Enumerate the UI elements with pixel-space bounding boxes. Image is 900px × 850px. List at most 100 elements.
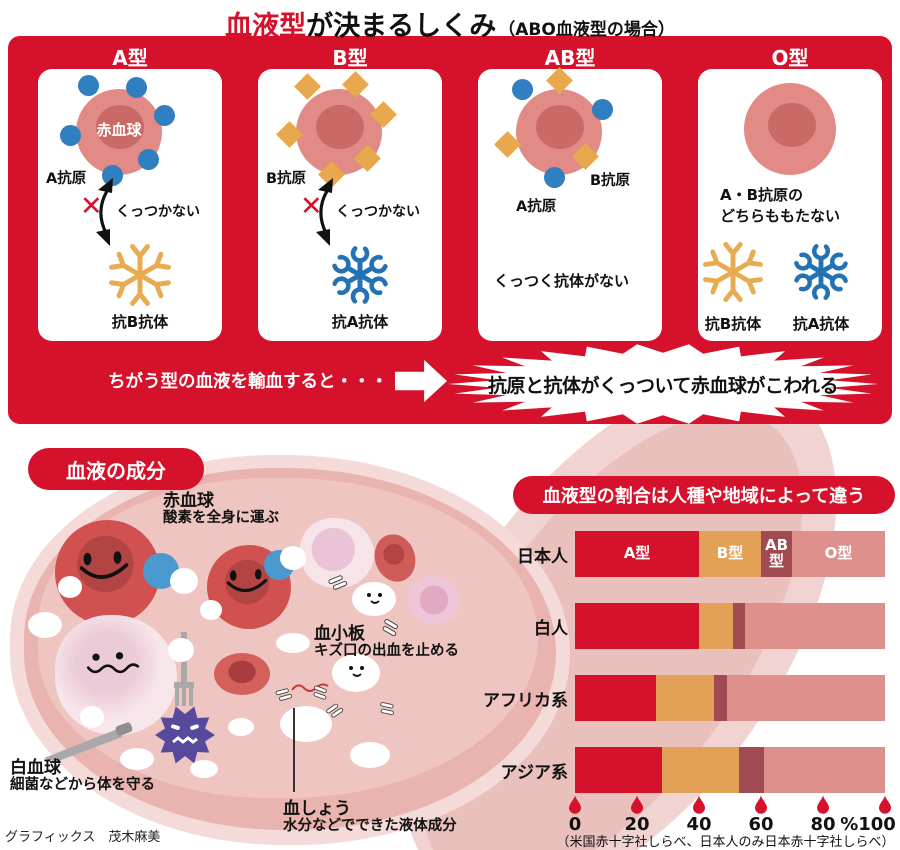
red-blood-cell-character [55, 520, 160, 625]
glove-icon [280, 546, 306, 570]
smiley-face [226, 569, 268, 592]
glove-icon [170, 568, 198, 594]
stitch-icon [326, 703, 344, 718]
warning-burst: 抗原と抗体がくっついて赤血球がこわれる [446, 342, 880, 426]
anti-b-antibody-icon [702, 241, 764, 303]
card-header-b: B型 [332, 46, 368, 70]
stitch-icon [328, 575, 348, 590]
plasma-bubble [120, 748, 154, 770]
row-label: アジア系 [500, 762, 568, 783]
credit-line: グラフィックス 茂木麻美 [5, 830, 161, 845]
bar-segment [764, 747, 885, 793]
white-blood-cell-decor [408, 576, 460, 624]
a-antigen-label: A抗原 [46, 171, 87, 187]
droplet-icon [817, 795, 829, 818]
bar-segment [739, 747, 765, 793]
card-type-b: B抗原 ✕ くっつかない 抗A抗体 [258, 69, 442, 341]
anti-a-antibody-icon [328, 243, 392, 307]
droplet-icon [631, 795, 643, 818]
droplet-icon [879, 795, 891, 818]
stacked-bar [575, 603, 885, 649]
bar-segment [655, 675, 715, 721]
a-antigen-icon [78, 75, 99, 96]
stacked-bar [575, 747, 885, 793]
card-header-a: A型 [112, 46, 148, 70]
white-blood-cell-decor [300, 518, 374, 588]
platelet-face [367, 593, 382, 604]
plasma-pointer-line [293, 708, 295, 792]
chart-row: アフリカ系 [483, 675, 895, 721]
red-blood-cell-b [276, 71, 397, 188]
plasma-item-name: 血しょう [283, 799, 351, 819]
bar-segment [575, 747, 662, 793]
plasma-bubble [350, 742, 390, 768]
a-antigen-icon [102, 165, 123, 186]
row-label: 日本人 [517, 546, 568, 567]
white-blood-cell-character [55, 615, 177, 735]
glove-icon [168, 638, 194, 662]
chart-row: 日本人 A型 B型 AB型 O型 [490, 531, 895, 577]
transfusion-warning-lead: ちがう型の血液を輸血すると・・・ [108, 372, 388, 392]
platelet-character [352, 582, 396, 616]
chart-title: 血液型の割合は人種や地域によって違う [513, 476, 895, 514]
bar-segment-labeled: A型 [575, 531, 699, 577]
plasma-bubble [280, 706, 332, 742]
stitch-icon [382, 619, 398, 637]
b-antigen-label: B抗原 [266, 171, 307, 187]
warning-burst-text: 抗原と抗体がくっついて赤血球がこわれる [488, 374, 838, 397]
droplet-icon [755, 795, 767, 818]
bar-segment-labeled: AB型 [761, 531, 792, 577]
starburst-icon [448, 344, 878, 424]
title-highlight: 血液型 [225, 11, 307, 42]
page-title: 血液型が決まるしくみ （ABO血液型の場合） [0, 4, 900, 43]
bar-segment-labeled: O型 [792, 531, 885, 577]
a-antigen-icon [126, 77, 147, 98]
a-antigen-icon [138, 149, 159, 170]
no-stick-x-icon: ✕ [80, 191, 103, 222]
a-antigen-label: A抗原 [516, 199, 557, 215]
bar-segment [726, 675, 885, 721]
tick-label: 0 [568, 814, 582, 835]
plasma-bubble [28, 612, 62, 638]
card-header-o: O型 [771, 46, 809, 70]
red-blood-cell-a: 赤血球 [60, 75, 175, 186]
blood-type-ratio-chart: 日本人 A型 B型 AB型 O型 白人 アフリカ系 アジア系 0 20 40 60 80 %100 [483, 525, 900, 850]
card-type-ab: B抗原 A抗原 くっつく抗体がない [478, 67, 662, 341]
stitch-icon [313, 685, 327, 700]
glove-icon [200, 600, 222, 620]
red-blood-cell-ab [494, 67, 613, 188]
b-antigen-label: B抗原 [590, 173, 631, 189]
double-arrow-icon [316, 178, 333, 246]
droplet-icon [569, 795, 581, 818]
knife-icon [44, 722, 133, 762]
platelet-item-desc: キズ口の出血を止める [314, 643, 459, 659]
anti-a-antibody-icon [790, 241, 852, 303]
chart-row: アジア系 [490, 747, 895, 793]
wbc-item-desc: 細菌などから体を守る [10, 777, 155, 793]
bar-segment-labeled: B型 [699, 531, 761, 577]
plasma-bubble [228, 718, 254, 736]
stacked-bar: A型 B型 AB型 O型 [575, 531, 885, 577]
no-stick-note: くっつかない [116, 204, 200, 220]
card-type-o: A・B抗原の どちらももたない 抗B抗体 抗A抗体 [698, 69, 882, 341]
anti-b-antibody-icon [108, 243, 172, 307]
tick-label: %100 [840, 814, 896, 835]
stitch-icon [275, 688, 293, 701]
red-blood-cell-o [740, 81, 846, 187]
fibrin-thread-icon [291, 683, 329, 692]
bar-segment [745, 603, 885, 649]
tick-label: 40 [686, 814, 712, 835]
platelet-face [349, 666, 364, 677]
bar-segment [714, 675, 727, 721]
card-header-ab: AB型 [544, 46, 596, 70]
a-antigen-icon [60, 125, 81, 146]
no-antigen-note: A・B抗原の どちらももたない [720, 186, 841, 225]
a-antigen-icon [154, 105, 175, 126]
title-sub: （ABO血液型の場合） [498, 20, 675, 40]
bar-segment [661, 747, 740, 793]
a-antigen-icon [512, 79, 533, 100]
source-note: （米国赤十字社しらべ、日本人のみ日本赤十字社しらべ） [556, 835, 895, 850]
glove-icon [80, 706, 104, 728]
a-antigen-icon [544, 167, 565, 188]
